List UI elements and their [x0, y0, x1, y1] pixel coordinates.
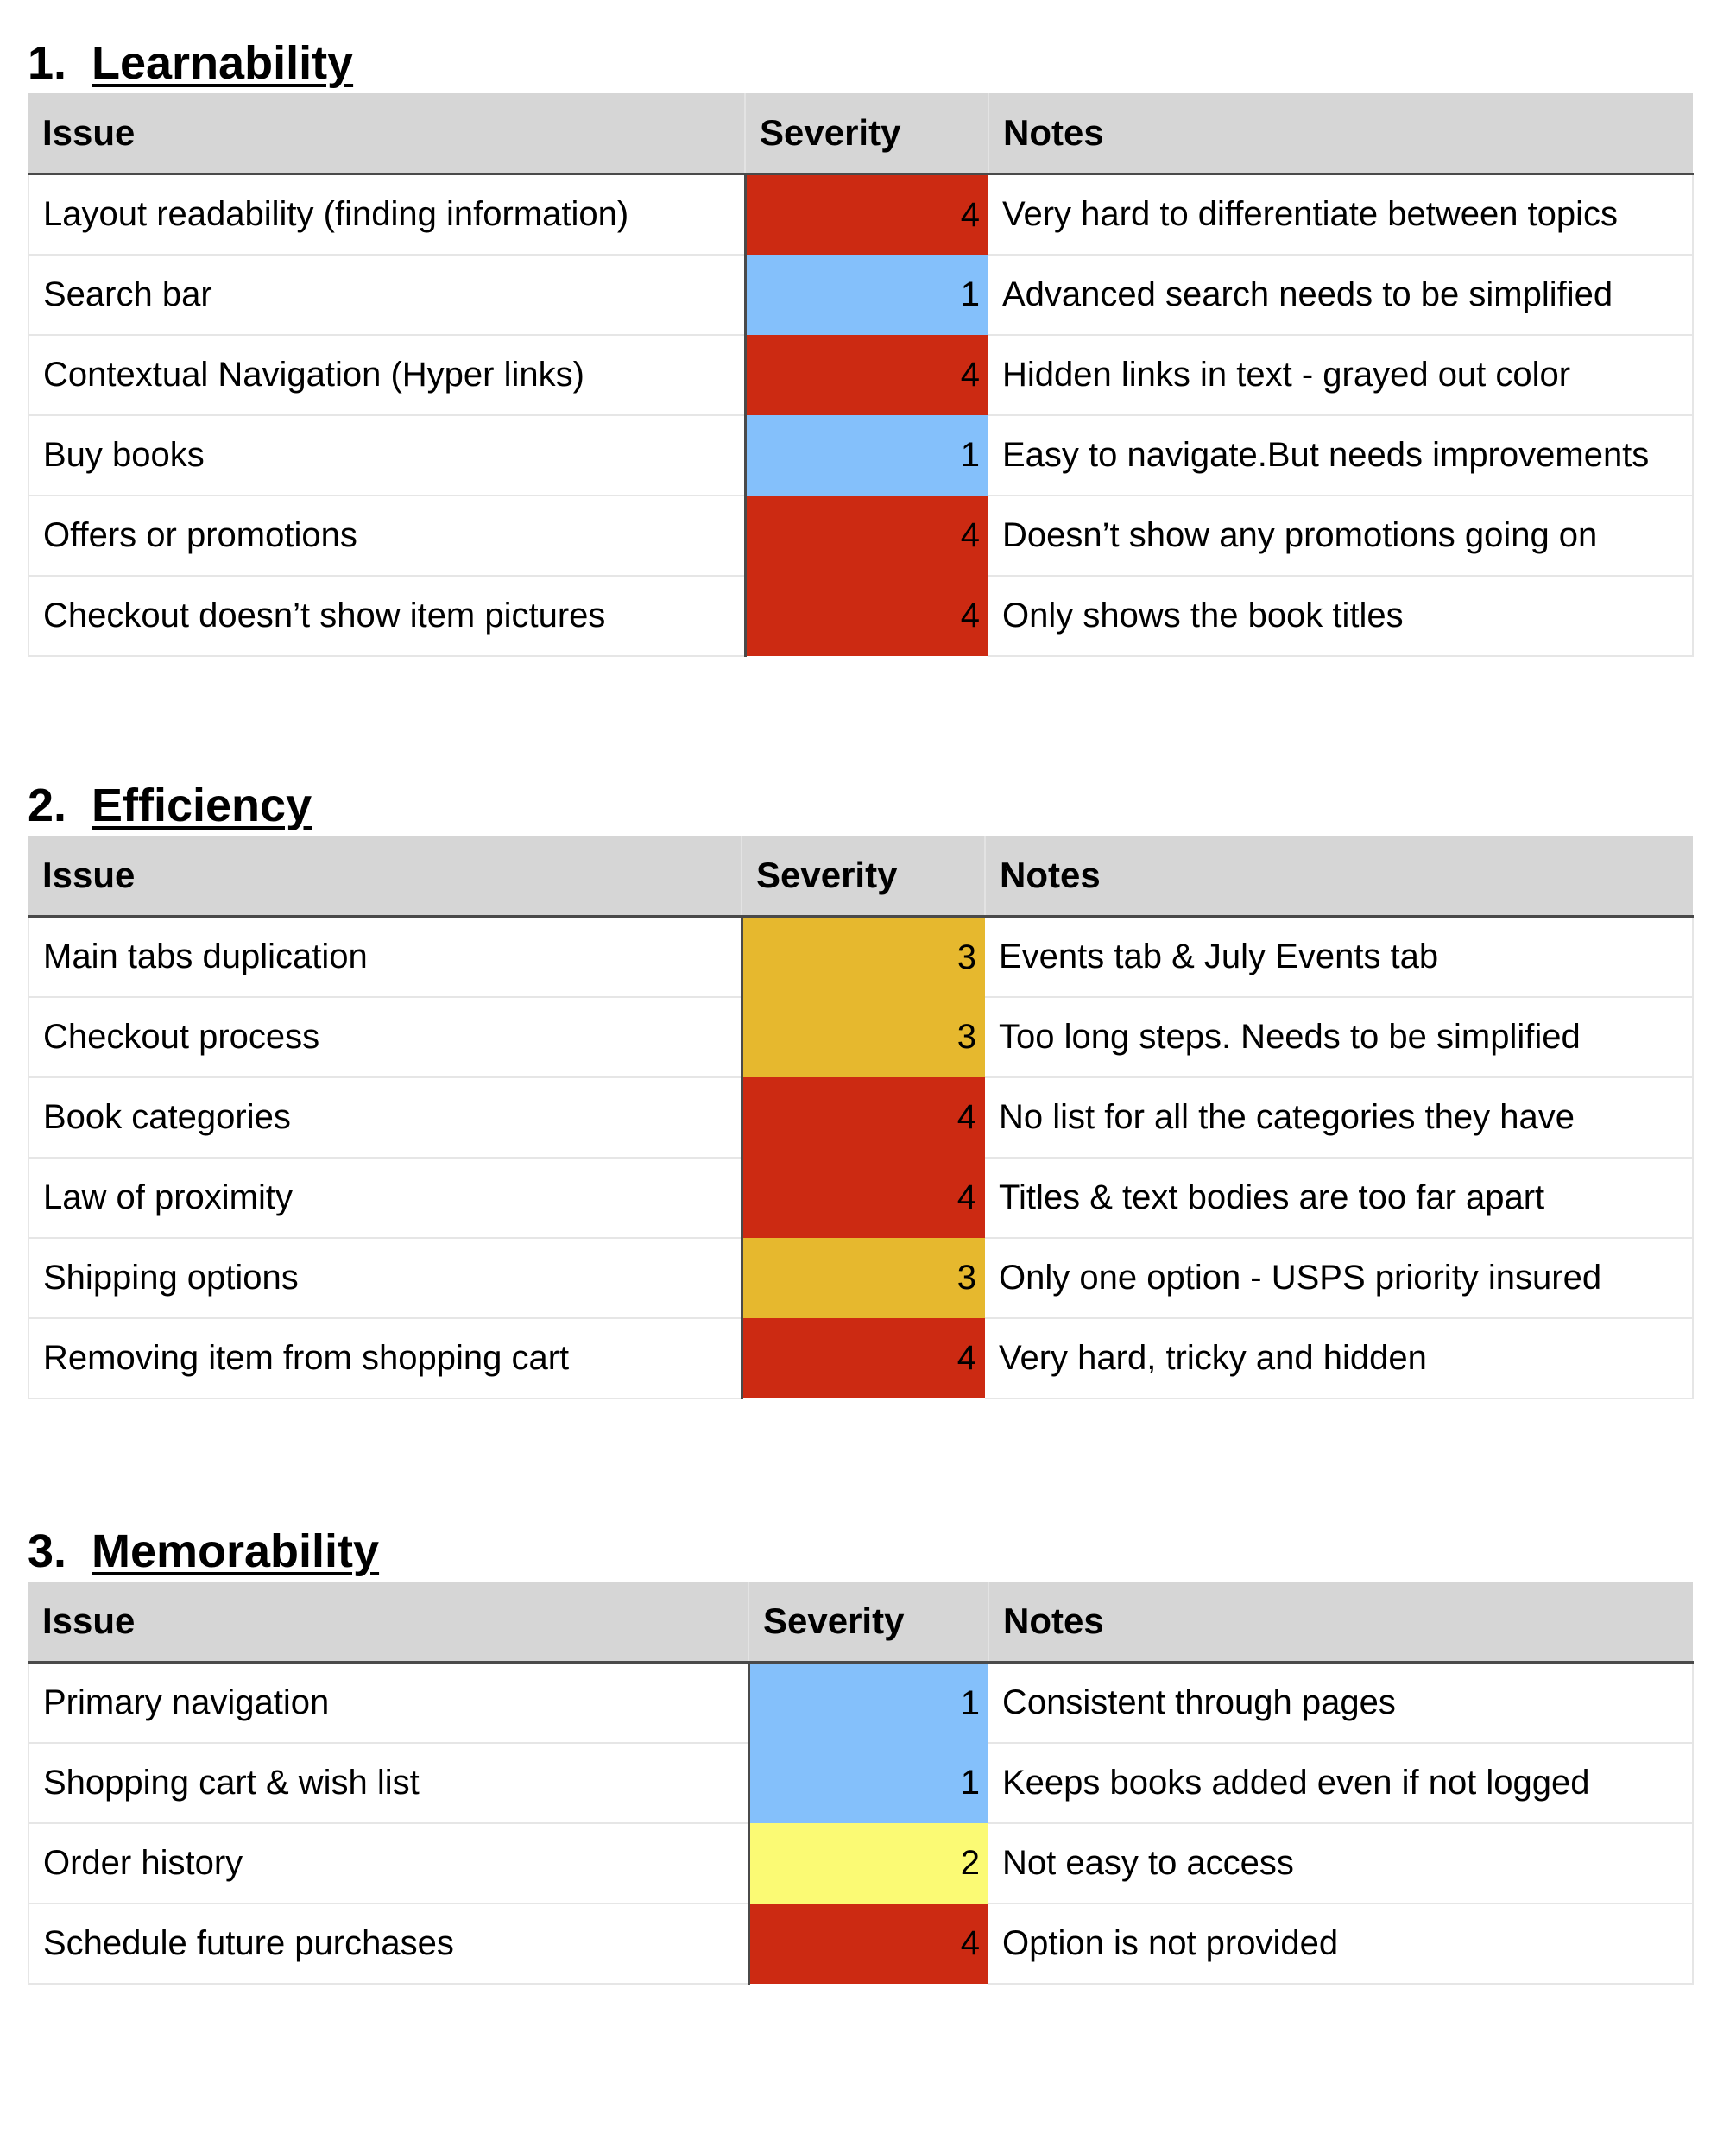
section-heading: 2. Efficiency: [28, 775, 1692, 836]
severity-cell: 1: [743, 255, 988, 335]
table-row: Search bar 1 Advanced search needs to be…: [28, 255, 1694, 336]
severity-cell: 4: [743, 335, 988, 415]
issue-cell: Buy books: [28, 415, 745, 496]
table-row: Checkout process 3 Too long steps. Needs…: [28, 997, 1694, 1078]
notes-cell: Doesn’t show any promotions going on: [988, 496, 1694, 577]
severity-cell: 3: [740, 916, 985, 997]
notes-cell: Only shows the book titles: [988, 576, 1694, 657]
table-row: Book categories 4 No list for all the ca…: [28, 1077, 1694, 1159]
efficiency-table: Issue Severity Notes Main tabs duplicati…: [28, 836, 1694, 1399]
table-header-row: Issue Severity Notes: [28, 93, 1693, 175]
issue-cell: Offers or promotions: [28, 496, 745, 577]
section-heading: 3. Memorability: [28, 1521, 1692, 1582]
severity-cell: 4: [743, 174, 988, 255]
column-header-severity: Severity: [748, 1582, 988, 1664]
table-row: Removing item from shopping cart 4 Very …: [28, 1318, 1694, 1399]
section-efficiency: 2. Efficiency Issue Severity Notes Main …: [28, 775, 1694, 1399]
table-row: Offers or promotions 4 Doesn’t show any …: [28, 496, 1694, 577]
table-row: Shopping cart & wish list 1 Keeps books …: [28, 1743, 1694, 1824]
table-header-row: Issue Severity Notes: [28, 1582, 1693, 1664]
severity-cell: 1: [743, 415, 988, 496]
table-row: Schedule future purchases 4 Option is no…: [28, 1904, 1694, 1985]
table-header-row: Issue Severity Notes: [28, 836, 1693, 918]
severity-cell: 4: [743, 576, 988, 656]
issue-cell: Primary navigation: [28, 1662, 748, 1744]
section-learnability: 1. Learnability Issue Severity Notes Lay…: [28, 33, 1694, 657]
notes-cell: Keeps books added even if not logged: [988, 1743, 1694, 1824]
notes-cell: Titles & text bodies are too far apart: [985, 1158, 1694, 1239]
table-row: Buy books 1 Easy to navigate.But needs i…: [28, 415, 1694, 496]
notes-cell: Events tab & July Events tab: [985, 916, 1694, 998]
issue-cell: Schedule future purchases: [28, 1904, 748, 1985]
table-row: Checkout doesn’t show item pictures 4 On…: [28, 576, 1694, 657]
severity-cell: 3: [740, 997, 985, 1077]
column-header-issue: Issue: [28, 93, 745, 175]
issue-cell: Removing item from shopping cart: [28, 1318, 742, 1399]
severity-cell: 4: [740, 1158, 985, 1238]
severity-cell: 1: [747, 1662, 988, 1743]
notes-cell: Option is not provided: [988, 1904, 1694, 1985]
table-row: Shipping options 3 Only one option - USP…: [28, 1238, 1694, 1319]
severity-cell: 4: [747, 1904, 988, 1984]
table-row: Layout readability (finding information)…: [28, 174, 1694, 256]
notes-cell: Advanced search needs to be simplified: [988, 255, 1694, 336]
issue-cell: Search bar: [28, 255, 745, 336]
column-header-issue: Issue: [28, 1582, 748, 1664]
issue-cell: Shipping options: [28, 1238, 742, 1319]
column-header-severity: Severity: [741, 836, 985, 918]
notes-cell: Easy to navigate.But needs improvements: [988, 415, 1694, 496]
notes-cell: Only one option - USPS priority insured: [985, 1238, 1694, 1319]
severity-cell: 4: [740, 1318, 985, 1398]
notes-cell: Too long steps. Needs to be simplified: [985, 997, 1694, 1078]
issue-cell: Law of proximity: [28, 1158, 742, 1239]
column-header-issue: Issue: [28, 836, 742, 918]
issue-cell: Shopping cart & wish list: [28, 1743, 748, 1824]
table-row: Law of proximity 4 Titles & text bodies …: [28, 1158, 1694, 1239]
severity-cell: 1: [747, 1743, 988, 1823]
issue-cell: Book categories: [28, 1077, 742, 1159]
section-title: Learnability: [92, 37, 354, 89]
issue-cell: Order history: [28, 1823, 748, 1904]
notes-cell: Consistent through pages: [988, 1662, 1694, 1744]
issue-cell: Checkout doesn’t show item pictures: [28, 576, 745, 657]
section-title: Efficiency: [92, 780, 312, 831]
issue-cell: Checkout process: [28, 997, 742, 1078]
notes-cell: Hidden links in text - grayed out color: [988, 335, 1694, 416]
column-header-severity: Severity: [744, 93, 988, 175]
section-number: 1.: [28, 37, 67, 89]
section-number: 3.: [28, 1525, 67, 1577]
table-row: Primary navigation 1 Consistent through …: [28, 1662, 1694, 1744]
notes-cell: Very hard to differentiate between topic…: [988, 174, 1694, 256]
section-title: Memorability: [92, 1525, 380, 1577]
issue-cell: Contextual Navigation (Hyper links): [28, 335, 745, 416]
severity-cell: 2: [747, 1823, 988, 1904]
section-number: 2.: [28, 780, 67, 831]
issue-cell: Layout readability (finding information): [28, 174, 745, 256]
table-row: Contextual Navigation (Hyper links) 4 Hi…: [28, 335, 1694, 416]
notes-cell: No list for all the categories they have: [985, 1077, 1694, 1159]
memorability-table: Issue Severity Notes Primary navigation …: [28, 1582, 1694, 1985]
issue-cell: Main tabs duplication: [28, 916, 742, 998]
table-row: Main tabs duplication 3 Events tab & Jul…: [28, 916, 1694, 998]
column-header-notes: Notes: [988, 1582, 1693, 1664]
table-row: Order history 2 Not easy to access: [28, 1823, 1694, 1904]
severity-cell: 4: [740, 1077, 985, 1158]
learnability-table: Issue Severity Notes Layout readability …: [28, 93, 1694, 657]
column-header-notes: Notes: [984, 836, 1693, 918]
notes-cell: Not easy to access: [988, 1823, 1694, 1904]
notes-cell: Very hard, tricky and hidden: [985, 1318, 1694, 1399]
section-heading: 1. Learnability: [28, 33, 1692, 93]
section-memorability: 3. Memorability Issue Severity Notes Pri…: [28, 1521, 1694, 1985]
severity-cell: 3: [740, 1238, 985, 1318]
severity-cell: 4: [743, 496, 988, 576]
column-header-notes: Notes: [988, 93, 1693, 175]
